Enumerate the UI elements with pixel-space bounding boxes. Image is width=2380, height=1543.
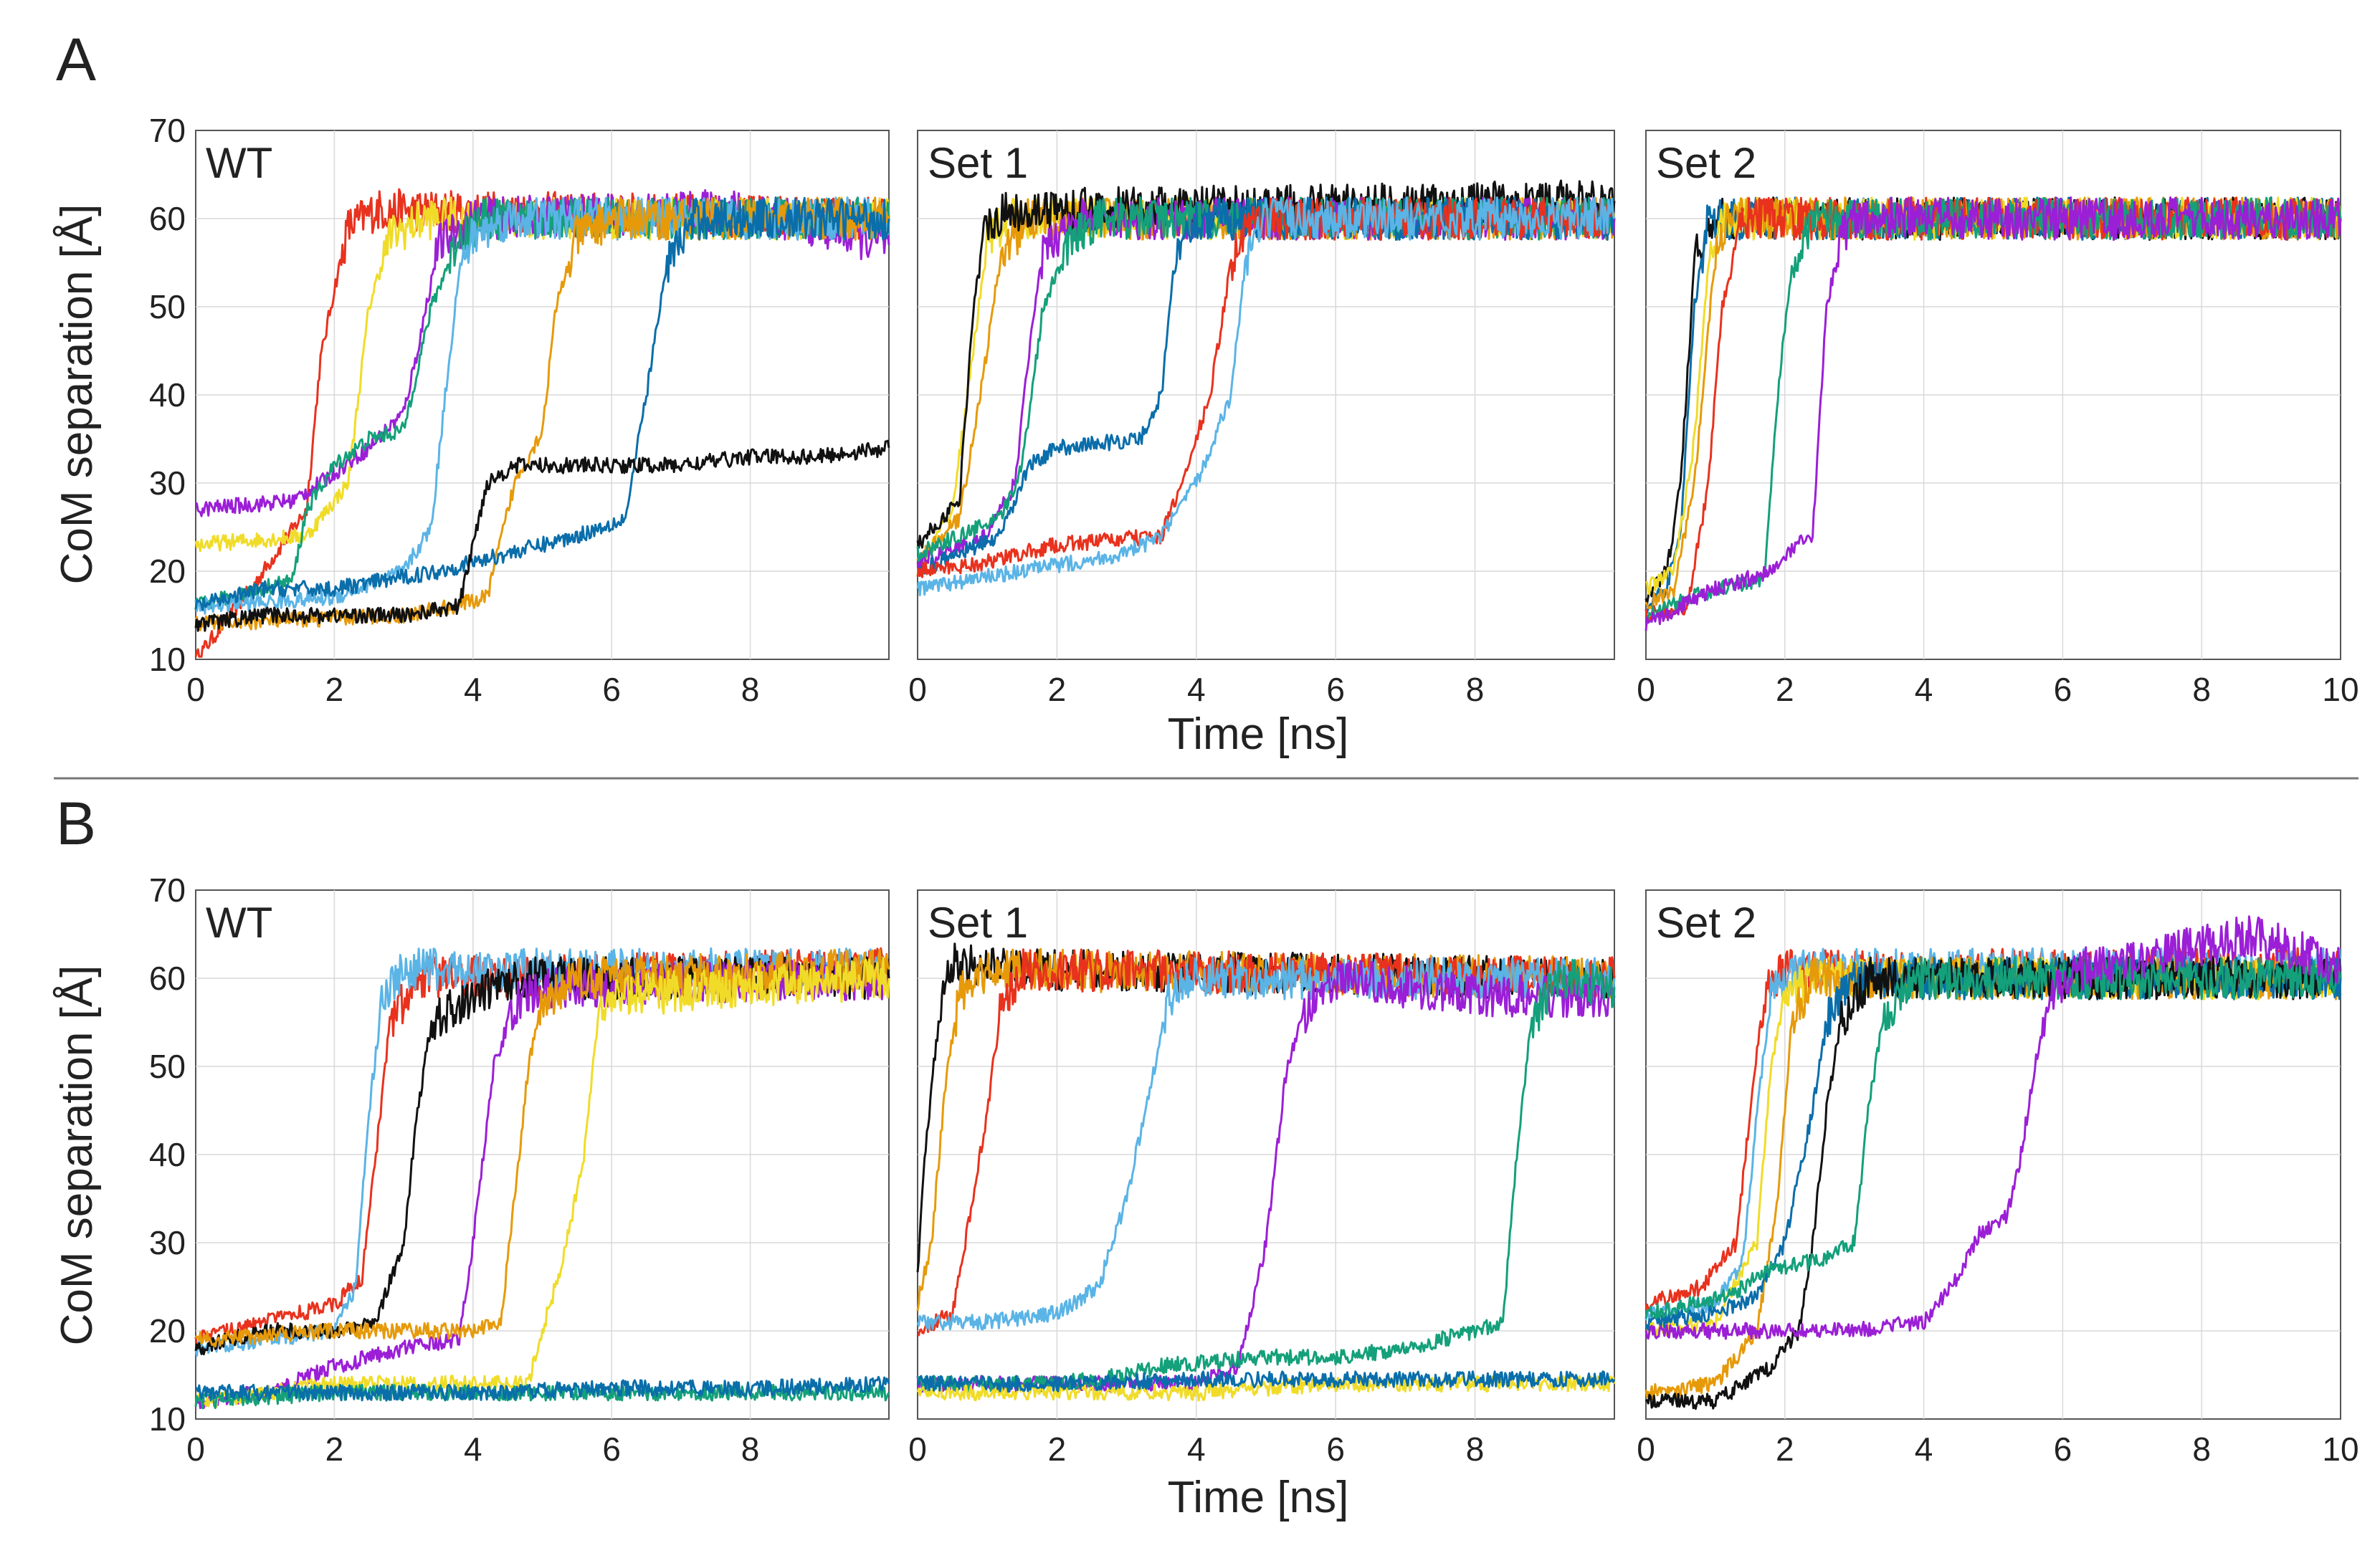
x-tick-label: 8 [2192, 671, 2211, 708]
series-line-green [1644, 956, 2342, 1319]
series-line-green [194, 1383, 890, 1410]
series-line-black [194, 439, 890, 632]
x-tick-label: 0 [186, 671, 205, 708]
x-tick-label: 4 [1915, 1430, 1933, 1468]
series-line-yellow [916, 1375, 1616, 1402]
series-line-blue [194, 196, 890, 611]
x-tick-label: 8 [1466, 1430, 1485, 1468]
y-tick-label: 30 [149, 1224, 186, 1261]
x-tick-label: 6 [2054, 671, 2072, 708]
y-tick-label: 10 [149, 641, 186, 678]
x-tick-label: 4 [464, 1430, 482, 1468]
y-tick-label: 20 [149, 553, 186, 590]
x-tick-label: 10 [2322, 1430, 2358, 1468]
x-tick-label: 0 [186, 1430, 205, 1468]
y-tick-label: 70 [149, 112, 186, 149]
x-tick-label: 6 [2054, 1430, 2072, 1468]
row-label-a: A [56, 26, 96, 93]
panel-a-1: 10 20 30 40 50 60 70 0 2 4 6 8 WT [149, 112, 890, 708]
x-tick-label: 8 [1466, 671, 1485, 708]
x-tick-label: 0 [908, 671, 927, 708]
x-tick-label: 2 [1048, 671, 1067, 708]
series-line-purple [1644, 196, 2342, 631]
x-tick-label: 6 [1326, 1430, 1345, 1468]
x-tick-label: 2 [1776, 1430, 1794, 1468]
y-tick-label: 20 [149, 1312, 186, 1349]
x-tick-label: 2 [325, 671, 344, 708]
panel-title: WT [206, 139, 272, 187]
x-tick-label: 0 [1637, 671, 1655, 708]
x-tick-label: 2 [1048, 1430, 1067, 1468]
x-tick-label: 4 [1187, 671, 1206, 708]
series-line-blue [916, 1370, 1616, 1393]
y-tick-label: 50 [149, 288, 186, 325]
x-tick-label: 6 [602, 671, 621, 708]
series-line-blue [194, 1375, 890, 1402]
panel-title: WT [206, 899, 272, 947]
series-line-green [916, 959, 1616, 1393]
y-tick-label: 60 [149, 200, 186, 237]
x-tick-label: 6 [602, 1430, 621, 1468]
series-line-black [916, 179, 1616, 549]
panel-b-1: 10 20 30 40 50 60 70 0 2 4 6 8 WT [149, 871, 890, 1468]
x-tick-label: 10 [2322, 671, 2358, 708]
panel-title: Set 1 [928, 899, 1028, 947]
y-tick-label: 40 [149, 1136, 186, 1173]
series-line-lightblue [916, 956, 1616, 1331]
x-tick-label: 8 [2192, 1430, 2211, 1468]
x-tick-label: 4 [464, 671, 482, 708]
y-tick-label: 50 [149, 1048, 186, 1085]
series-line-purple [1644, 915, 2341, 1340]
y-axis-label-a: CoM separation [Å] [52, 204, 102, 585]
x-tick-label: 4 [1187, 1430, 1206, 1468]
y-tick-label: 70 [149, 871, 186, 909]
panel-title: Set 2 [1656, 899, 1756, 947]
y-tick-label: 40 [149, 376, 186, 414]
series-line-lightblue [916, 196, 1616, 597]
x-tick-label: 8 [741, 1430, 760, 1468]
y-tick-label: 10 [149, 1400, 186, 1438]
x-tick-label: 2 [1776, 671, 1794, 708]
panel-b-2: 0 2 4 6 8 Set 1 [908, 889, 1616, 1468]
x-tick-label: 2 [325, 1430, 344, 1468]
panel-title: Set 1 [928, 139, 1028, 187]
panel-title: Set 2 [1656, 139, 1756, 187]
panel-a-2: 0 2 4 6 8 Set 1 [908, 130, 1616, 708]
y-tick-label: 60 [149, 960, 186, 997]
series-line-yellow [194, 956, 890, 1408]
x-tick-label: 6 [1326, 671, 1345, 708]
x-axis-label-b: Time [ns] [1168, 1473, 1349, 1522]
panel-a-3: 0 2 4 6 8 10 Set 2 [1637, 130, 2359, 708]
y-axis-label-b: CoM separation [Å] [52, 965, 102, 1346]
x-tick-label: 0 [908, 1430, 927, 1468]
figure-static: A B Time [ns] Time [ns] CoM separation [… [52, 26, 2358, 1522]
x-tick-label: 0 [1637, 1430, 1655, 1468]
row-label-b: B [56, 790, 96, 857]
x-axis-label-a: Time [ns] [1168, 710, 1349, 759]
x-tick-label: 4 [1915, 671, 1933, 708]
panel-b-3: 0 2 4 6 8 10 Set 2 [1637, 889, 2359, 1468]
series-line-purple [916, 960, 1616, 1393]
y-tick-label: 30 [149, 464, 186, 502]
x-tick-label: 8 [741, 671, 760, 708]
